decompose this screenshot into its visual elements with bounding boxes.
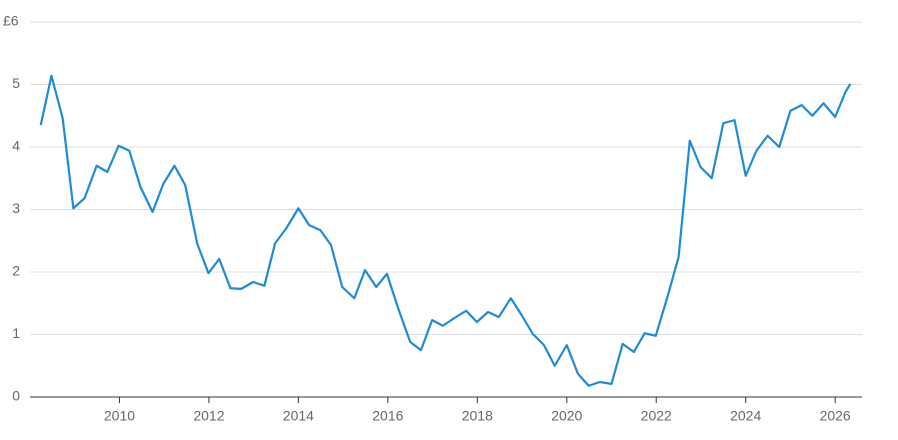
- x-tick-label: 2010: [104, 408, 135, 424]
- y-tick-label: 4: [12, 138, 20, 154]
- y-tick-label: 0: [12, 388, 20, 404]
- x-tick-label: 2026: [820, 408, 851, 424]
- x-tick-label: 2016: [372, 408, 403, 424]
- y-tick-label: 3: [12, 200, 20, 216]
- x-tick-label: 2018: [462, 408, 493, 424]
- y-tick-label: 2: [12, 263, 20, 279]
- x-tick-label: 2020: [551, 408, 582, 424]
- y-tick-label: £6: [3, 13, 19, 29]
- x-tick-label: 2024: [730, 408, 761, 424]
- x-tick-label: 2014: [283, 408, 314, 424]
- y-tick-label: 5: [12, 75, 20, 91]
- y-tick-label: 1: [12, 325, 20, 341]
- x-tick-label: 2012: [193, 408, 224, 424]
- data-line: [39, 74, 852, 387]
- x-tick-label: 2022: [641, 408, 672, 424]
